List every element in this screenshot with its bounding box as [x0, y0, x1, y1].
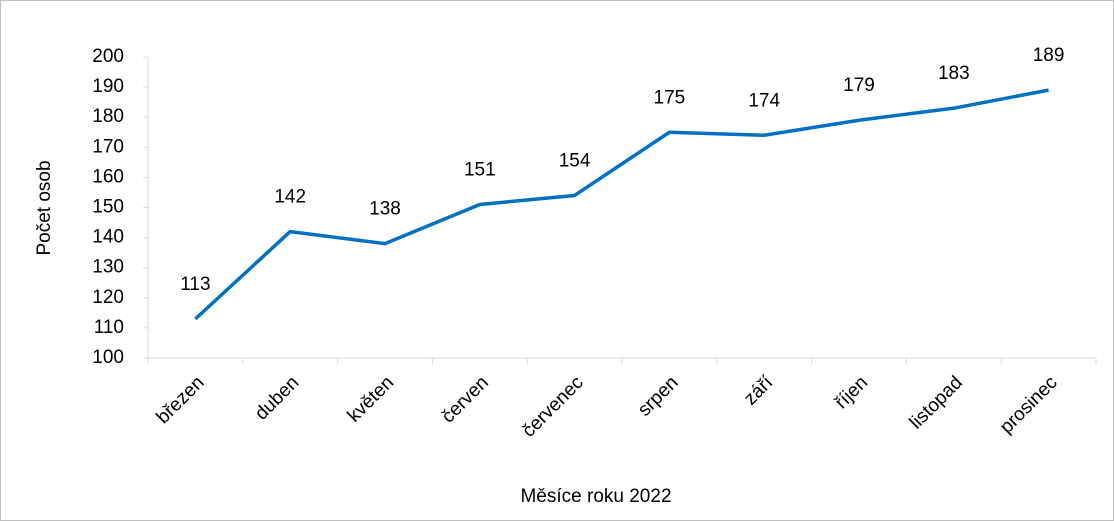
y-tick-label: 180	[92, 106, 124, 127]
data-label: 138	[369, 199, 401, 220]
data-label: 113	[180, 274, 210, 295]
y-tick-label: 150	[92, 197, 124, 218]
data-label: 151	[464, 160, 496, 181]
data-label: 175	[654, 87, 686, 108]
data-label: 142	[274, 187, 306, 208]
y-tick-label: 120	[92, 287, 124, 308]
y-tick-label: 200	[92, 46, 124, 67]
data-label: 154	[559, 150, 591, 171]
x-axis-title: Měsíce roku 2022	[520, 486, 671, 507]
y-tick-label: 110	[94, 317, 124, 338]
y-tick-label: 160	[92, 166, 124, 187]
data-label: 189	[1033, 45, 1065, 66]
data-label: 174	[748, 90, 780, 111]
y-tick-label: 190	[92, 76, 124, 97]
data-label: 179	[843, 75, 875, 96]
y-tick-label: 170	[92, 136, 124, 157]
data-label: 183	[938, 63, 970, 84]
y-axis-title: Počet osob	[34, 160, 55, 255]
y-tick-label: 100	[92, 347, 124, 368]
line-series	[194, 88, 1049, 321]
y-tick-label: 130	[92, 257, 124, 278]
y-tick-label: 140	[92, 227, 124, 248]
